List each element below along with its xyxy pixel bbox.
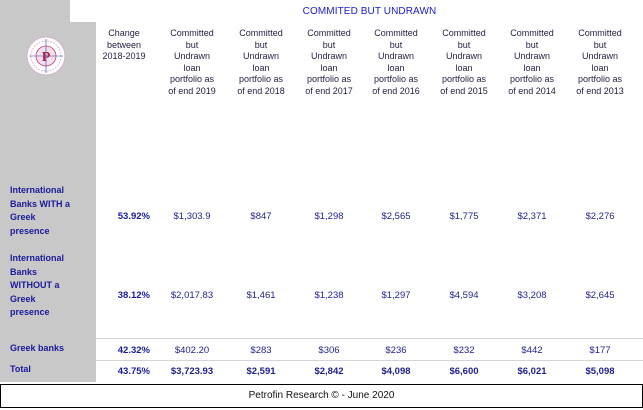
value-cell: $2,017.83 bbox=[170, 290, 214, 301]
footer-text: Petrofin Research © - June 2020 bbox=[248, 390, 395, 401]
value-cell: $6,021 bbox=[517, 366, 547, 377]
row-divider bbox=[96, 338, 643, 339]
value-cell: $2,645 bbox=[585, 290, 615, 301]
column-header-year: Committed but Undrawn loan portfolio as of en… bbox=[576, 28, 624, 96]
page-title: COMMITED BUT UNDRAWN bbox=[302, 6, 437, 17]
petrofin-logo: P bbox=[26, 36, 66, 76]
change-cell: 43.75% bbox=[117, 366, 150, 377]
column-header-year: Committed but Undrawn loan portfolio as of en… bbox=[305, 28, 353, 96]
value-cell: $442 bbox=[521, 345, 543, 356]
value-cell: $1,303.9 bbox=[173, 211, 211, 222]
value-cell: $2,371 bbox=[517, 211, 547, 222]
value-cell: $6,600 bbox=[449, 366, 479, 377]
value-cell: $1,297 bbox=[381, 290, 411, 301]
row-label: International Banks WITHOUT a Greek presence bbox=[10, 253, 65, 317]
value-cell: $306 bbox=[318, 345, 340, 356]
value-cell: $2,565 bbox=[381, 211, 411, 222]
value-cell: $402.20 bbox=[174, 345, 210, 356]
sidebar-notch bbox=[70, 0, 96, 22]
value-cell: $2,591 bbox=[246, 366, 276, 377]
row-label: International Banks WITH a Greek presence bbox=[10, 185, 71, 236]
value-cell: $2,842 bbox=[314, 366, 344, 377]
value-cell: $3,723.93 bbox=[170, 366, 214, 377]
value-cell: $847 bbox=[250, 211, 272, 222]
footer-box: Petrofin Research © - June 2020 bbox=[0, 384, 643, 408]
column-header-year: Committed but Undrawn loan portfolio as of en… bbox=[440, 28, 488, 96]
value-cell: $5,098 bbox=[585, 366, 615, 377]
row-label: Total bbox=[10, 364, 31, 374]
row-divider bbox=[96, 360, 643, 361]
value-cell: $177 bbox=[589, 345, 611, 356]
value-cell: $4,098 bbox=[381, 366, 411, 377]
value-cell: $236 bbox=[385, 345, 407, 356]
column-header-year: Committed but Undrawn loan portfolio as of en… bbox=[508, 28, 556, 96]
value-cell: $1,461 bbox=[246, 290, 276, 301]
value-cell: $1,775 bbox=[449, 211, 479, 222]
change-cell: 42.32% bbox=[117, 345, 150, 356]
column-header-change: Change between 2018-2019 bbox=[102, 28, 146, 61]
value-cell: $232 bbox=[453, 345, 475, 356]
logo-letter: P bbox=[42, 50, 51, 65]
value-cell: $3,208 bbox=[517, 290, 547, 301]
value-cell: $4,594 bbox=[449, 290, 479, 301]
row-label: Greek banks bbox=[10, 343, 65, 353]
change-cell: 53.92% bbox=[117, 211, 150, 222]
column-header-year: Committed but Undrawn loan portfolio as of en… bbox=[372, 28, 420, 96]
change-cell: 38.12% bbox=[117, 290, 150, 301]
value-cell: $2,276 bbox=[585, 211, 615, 222]
value-cell: $1,238 bbox=[314, 290, 344, 301]
column-header-year: Committed but Undrawn loan portfolio as of en… bbox=[237, 28, 285, 96]
column-header-year: Committed but Undrawn loan portfolio as of en… bbox=[168, 28, 216, 96]
value-cell: $283 bbox=[250, 345, 272, 356]
value-cell: $1,298 bbox=[314, 211, 344, 222]
